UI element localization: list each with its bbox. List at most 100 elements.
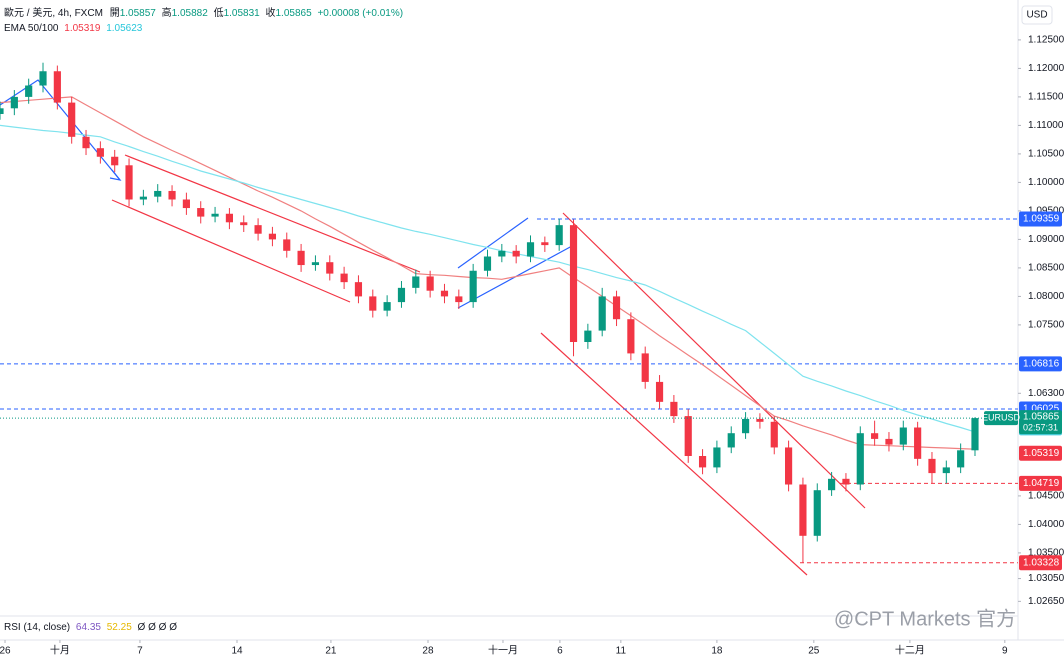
ema-axis-label-text: 1.05319 (1023, 448, 1060, 459)
candle-body (526, 242, 535, 257)
candle-body (856, 433, 864, 485)
ohlc-label: 開 (110, 7, 120, 19)
x-tick-label: 11 (616, 646, 627, 657)
x-tick-label: 14 (231, 646, 243, 657)
y-tick-label: 1.04500 (1028, 491, 1064, 502)
candle-body (397, 287, 406, 303)
candle-body (297, 250, 305, 266)
candle-body (555, 225, 563, 246)
level-label (1019, 211, 1062, 227)
drawings (0, 79, 866, 576)
y-tick-label: 1.11000 (1028, 120, 1064, 131)
rsi-legend: RSI (14, close) 64.35 52.25 Ø Ø Ø Ø (4, 622, 177, 633)
candle-body (799, 484, 807, 536)
candle-body (10, 96, 18, 109)
level-label (1019, 356, 1062, 372)
currency[interactable]: USD (1026, 10, 1047, 21)
x-tick-label: 9 (1002, 646, 1008, 657)
candle-body (383, 302, 391, 311)
x-tick-label: 18 (711, 646, 723, 657)
candle-body (168, 190, 176, 200)
candle-body (627, 319, 635, 354)
candle-body (713, 447, 721, 468)
currency-button[interactable] (1021, 5, 1053, 25)
x-tick-label: 十一月 (488, 644, 518, 657)
candle-body (283, 239, 291, 251)
candle-body (111, 156, 119, 166)
price-label (1019, 410, 1062, 435)
ema-label: EMA 50/100 (4, 23, 59, 34)
candle-body (354, 282, 363, 297)
ema-axis-label (1019, 445, 1062, 461)
countdown: 02:57:31 (1023, 422, 1058, 432)
candle-body (25, 85, 33, 97)
candle-body (813, 490, 821, 536)
y-tick-label: 1.11500 (1028, 92, 1064, 103)
y-tick-label: 1.02650 (1028, 596, 1064, 607)
header: 歐元 / 美元, 4h, FXCM 開1.05857 高1.05882 低1.0… (4, 6, 403, 19)
candle-body (211, 213, 219, 217)
x-tick-label: 十月 (50, 644, 70, 657)
rsi-label: RSI (14, close) (4, 622, 70, 633)
candle-body (455, 296, 463, 303)
candle-body (182, 199, 190, 209)
candle-body (871, 433, 879, 439)
ohlc-value: 1.05865 (276, 8, 313, 19)
ema-value: 1.05319 (64, 23, 101, 34)
channel-line (111, 199, 351, 303)
level-label (1019, 555, 1062, 571)
candle-body (240, 222, 248, 226)
candle-body (326, 262, 334, 274)
ohlc-value: 1.05882 (172, 8, 209, 19)
ohlc-value: 1.05831 (224, 8, 261, 19)
candle-body (957, 450, 965, 468)
y-tick-label: 1.12500 (1028, 35, 1064, 46)
candle-body (311, 262, 320, 266)
candle-body (0, 108, 4, 115)
candle-body (971, 418, 979, 451)
y-tick-label: 1.12000 (1028, 63, 1064, 74)
y-tick-label: 1.09000 (1028, 234, 1064, 245)
candle-body (928, 458, 936, 474)
change: +0.00008 (+0.01%) (317, 8, 403, 19)
candle-body (727, 433, 735, 448)
candle-body (225, 213, 233, 223)
rsi-hidden: Ø Ø Ø Ø (138, 622, 178, 633)
candle-body (641, 353, 649, 382)
ema-line (0, 96, 976, 450)
candle-body (828, 478, 836, 491)
y-tick-label: 1.03050 (1028, 573, 1064, 584)
candle-body (842, 478, 850, 485)
level-label-text: 1.06025 (1023, 404, 1060, 415)
candle-body (655, 381, 664, 402)
rsi-value: 64.35 (76, 622, 101, 633)
candle-body (96, 148, 104, 157)
candle-body (698, 456, 707, 468)
candle-body (598, 296, 606, 331)
candle-body (139, 196, 147, 200)
y-tick-label: 1.10000 (1028, 177, 1064, 188)
candle-body (885, 438, 893, 445)
level-label-text: 1.03328 (1023, 557, 1060, 568)
candle-body (914, 427, 922, 459)
candle-body (670, 401, 678, 417)
candle-body (340, 273, 348, 283)
candle-body (541, 242, 549, 246)
candle-body (369, 296, 377, 311)
x-tick-label: 十二月 (895, 644, 925, 657)
candle-body (899, 427, 907, 445)
arrow-head (109, 169, 122, 181)
candle-body (82, 136, 90, 149)
candle-body (440, 290, 449, 297)
candle-body (197, 208, 205, 217)
symbol: 歐元 / 美元, 4h, FXCM (4, 6, 103, 19)
candle-body (469, 270, 477, 303)
channel-line (540, 332, 808, 576)
x-tick-label: 26 (0, 646, 11, 657)
ema-line (0, 124, 976, 433)
y-tick-label: 1.03500 (1028, 548, 1064, 559)
candle-body (741, 418, 750, 434)
ohlc-value: 1.05857 (120, 8, 157, 19)
